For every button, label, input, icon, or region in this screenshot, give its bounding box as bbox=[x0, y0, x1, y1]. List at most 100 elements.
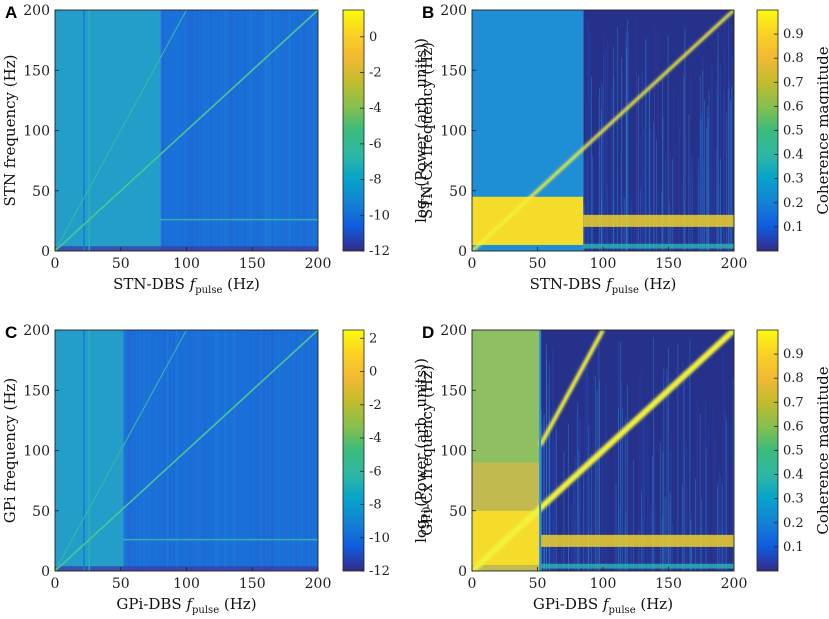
x-tick-label: 150 bbox=[655, 256, 682, 272]
y-tick-label: 0 bbox=[458, 244, 467, 260]
high-frequency-region bbox=[160, 10, 318, 251]
colorbar-tick-label: -12 bbox=[369, 244, 390, 259]
colorbar-gradient bbox=[342, 329, 365, 572]
colorbar-tick-label: 0.9 bbox=[783, 27, 804, 42]
x-axis-label: GPi-DBS fpulse (Hz) bbox=[533, 595, 673, 616]
y-tick-label: 100 bbox=[440, 444, 467, 460]
colorbar-tick-label: 0.6 bbox=[783, 99, 804, 114]
colorbar-tick-label: -4 bbox=[369, 101, 382, 116]
y-axis-label: STN-Cx frequency (Hz) bbox=[418, 42, 436, 219]
colorbar-label: log10(Power (arb. units)) bbox=[412, 358, 433, 543]
colorbar-tick-label: 0.7 bbox=[783, 75, 804, 90]
colorbar-tick-label: 0.5 bbox=[783, 444, 804, 459]
panel-c: 0 50 100 150 200 0 50 100 150 200 GPi-DBS fpulse (… bbox=[1, 323, 433, 616]
colorbar-tick-label: 0.7 bbox=[783, 395, 804, 410]
colorbar-tick-label: 0 bbox=[369, 365, 377, 380]
colorbar-tick-label: 0.4 bbox=[783, 468, 804, 483]
harmonic-line bbox=[538, 330, 605, 447]
x-tick-label: 150 bbox=[239, 256, 266, 272]
x-tick-label: 50 bbox=[529, 576, 547, 592]
heatmap-image bbox=[472, 10, 734, 251]
high-frequency-region bbox=[540, 330, 734, 571]
coherence-band bbox=[472, 196, 584, 245]
coherence-band bbox=[583, 214, 734, 227]
y-axis-label: STN frequency (Hz) bbox=[1, 55, 19, 207]
y-tick-label: 100 bbox=[23, 124, 50, 140]
heatmap-image bbox=[55, 10, 318, 251]
y-axis-label: GPi frequency (Hz) bbox=[1, 378, 19, 523]
x-tick-label: 100 bbox=[173, 256, 200, 272]
heatmap-image bbox=[472, 330, 734, 571]
y-tick-label: 0 bbox=[41, 244, 50, 260]
y-tick-label: 50 bbox=[32, 184, 50, 200]
panel-letter: C bbox=[5, 323, 17, 342]
colorbar-tick-label: -8 bbox=[369, 498, 382, 513]
colorbar-tick-label: 0.8 bbox=[783, 51, 804, 66]
x-tick-label: 0 bbox=[468, 576, 477, 592]
x-tick-label: 0 bbox=[51, 256, 60, 272]
coherence-band bbox=[540, 534, 734, 547]
panel-b: 0 50 100 150 200 0 50 100 150 200 STN-DBS fpulse (… bbox=[418, 3, 829, 296]
colorbar-label: log10(Power (arb. units)) bbox=[412, 38, 433, 223]
high-frequency-region bbox=[123, 330, 318, 571]
x-tick-label: 50 bbox=[529, 256, 547, 272]
heatmap-image bbox=[55, 330, 318, 571]
x-tick-label: 200 bbox=[721, 256, 748, 272]
x-axis-label: STN-DBS fpulse (Hz) bbox=[530, 275, 677, 296]
colorbar-tick-label: 0.2 bbox=[783, 516, 804, 531]
y-tick-label: 150 bbox=[23, 63, 50, 79]
diagonal-line bbox=[55, 330, 318, 571]
colorbar: 0.1 0.2 0.3 0.4 0.5 0.6 0.7 0.8 0.9 Coherence mag… bbox=[756, 9, 829, 252]
y-tick-label: 50 bbox=[449, 504, 467, 520]
colorbar-tick-label: 0.1 bbox=[783, 540, 804, 555]
x-tick-label: 0 bbox=[468, 256, 477, 272]
colorbar: -12 -10 -8 -6 -4 -2 0 log10(Power (arb. units)) bbox=[342, 9, 433, 259]
diagonal-line bbox=[472, 10, 734, 251]
y-tick-label: 50 bbox=[449, 184, 467, 200]
colorbar-tick-label: 0.4 bbox=[783, 148, 804, 163]
colorbar-tick-label: -10 bbox=[369, 531, 390, 546]
y-tick-label: 100 bbox=[23, 444, 50, 460]
y-tick-label: 150 bbox=[23, 383, 50, 399]
y-tick-label: 100 bbox=[440, 124, 467, 140]
x-axis-label: STN-DBS fpulse (Hz) bbox=[113, 275, 260, 296]
x-tick-label: 100 bbox=[590, 576, 617, 592]
colorbar-tick-label: -8 bbox=[369, 173, 382, 188]
x-tick-label: 50 bbox=[112, 576, 130, 592]
colorbar: -12 -10 -8 -6 -4 -2 0 2 log10(Power (arb. units)… bbox=[342, 329, 433, 579]
colorbar-tick-label: 0.3 bbox=[783, 492, 804, 507]
y-tick-label: 0 bbox=[458, 564, 467, 580]
x-tick-label: 200 bbox=[721, 576, 748, 592]
x-tick-label: 100 bbox=[590, 256, 617, 272]
colorbar-tick-label: -2 bbox=[369, 398, 382, 413]
diagonal-line bbox=[55, 10, 318, 251]
harmonic-line bbox=[55, 10, 187, 251]
colorbar-tick-label: 0.5 bbox=[783, 124, 804, 139]
colorbar-label: Coherence magnitude bbox=[814, 366, 829, 534]
panel-letter: D bbox=[422, 323, 434, 342]
colorbar-tick-label: 0.8 bbox=[783, 371, 804, 386]
x-axis-label: GPi-DBS fpulse (Hz) bbox=[116, 595, 256, 616]
colorbar-tick-label: 0 bbox=[369, 30, 377, 45]
y-tick-label: 200 bbox=[440, 323, 467, 339]
y-tick-label: 200 bbox=[23, 323, 50, 339]
colorbar-tick-label: 0.1 bbox=[783, 220, 804, 235]
low-frequency-region bbox=[55, 10, 161, 251]
y-tick-label: 200 bbox=[23, 3, 50, 19]
y-tick-label: 0 bbox=[41, 564, 50, 580]
panel-d: 0 50 100 150 200 0 50 100 150 200 GPi-DBS fpulse (… bbox=[418, 323, 829, 616]
colorbar-tick-label: 2 bbox=[369, 331, 377, 346]
y-axis-label: GPi-Cx frequency (Hz) bbox=[418, 365, 436, 535]
colorbar-tick-label: -10 bbox=[369, 208, 390, 223]
panel-letter: A bbox=[5, 3, 17, 22]
harmonic-line bbox=[55, 330, 187, 571]
colorbar-tick-label: 0.2 bbox=[783, 196, 804, 211]
x-tick-label: 150 bbox=[239, 576, 266, 592]
colorbar-tick-label: 0.6 bbox=[783, 419, 804, 434]
x-tick-label: 200 bbox=[305, 576, 332, 592]
colorbar-tick-label: -12 bbox=[369, 564, 390, 579]
y-tick-label: 150 bbox=[440, 383, 467, 399]
colorbar-tick-label: 0.3 bbox=[783, 172, 804, 187]
colorbar: 0.1 0.2 0.3 0.4 0.5 0.6 0.7 0.8 0.9 Coherence mag… bbox=[756, 329, 829, 572]
